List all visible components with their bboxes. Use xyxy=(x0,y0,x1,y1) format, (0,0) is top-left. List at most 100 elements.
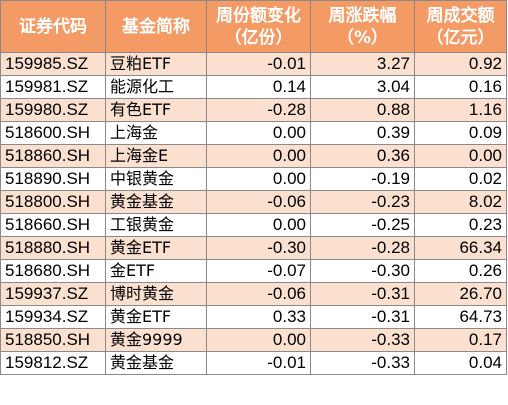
cell-share-change: 0.00 xyxy=(206,328,311,352)
cell-weekly-change: 3.04 xyxy=(310,75,415,99)
cell-weekly-change: -0.28 xyxy=(310,236,415,260)
cell-fund-name: 黄金ETF xyxy=(105,305,207,329)
cell-weekly-change: 0.88 xyxy=(310,98,415,122)
header-fund-name-line1: 基金简称 xyxy=(122,16,190,37)
cell-weekly-turnover: 64.73 xyxy=(414,305,507,329)
cell-weekly-change: 3.27 xyxy=(310,52,415,76)
table-row: 159985.SZ 豆粕ETF -0.01 3.27 0.92 xyxy=(0,52,507,76)
header-weekly-change-line1: 周涨跌幅 xyxy=(328,5,397,26)
cell-share-change: 0.33 xyxy=(206,305,311,329)
cell-fund-name: 有色ETF xyxy=(105,98,207,122)
cell-security-code: 159980.SZ xyxy=(0,98,106,122)
header-weekly-turnover-line2: （亿元） xyxy=(426,27,495,48)
cell-share-change: -0.30 xyxy=(206,236,311,260)
cell-fund-name: 豆粕ETF xyxy=(105,52,207,76)
table-row: 159812.SZ 黄金基金 -0.01 -0.33 0.04 xyxy=(0,351,507,375)
cell-share-change: -0.28 xyxy=(206,98,311,122)
cell-weekly-change: -0.30 xyxy=(310,259,415,283)
table-row: 518850.SH 黄金9999 0.00 -0.33 0.17 xyxy=(0,328,507,352)
header-share-change-line2: （亿份） xyxy=(224,27,293,48)
header-weekly-turnover-line1: 周成交额 xyxy=(426,5,495,26)
cell-security-code: 518800.SH xyxy=(0,190,106,214)
cell-fund-name: 博时黄金 xyxy=(105,282,207,306)
table-row: 518660.SH 工银黄金 0.00 -0.25 0.23 xyxy=(0,213,507,237)
cell-security-code: 159937.SZ xyxy=(0,282,106,306)
cell-weekly-turnover: 0.92 xyxy=(414,52,507,76)
cell-fund-name: 黄金9999 xyxy=(105,328,207,352)
table-row: 518800.SH 黄金基金 -0.06 -0.23 8.02 xyxy=(0,190,507,214)
cell-weekly-change: -0.33 xyxy=(310,351,415,375)
cell-security-code: 518680.SH xyxy=(0,259,106,283)
table-header: 证券代码 基金简称 周份额变化 （亿份） 周涨跌幅 （%） 周成交额 （亿元） xyxy=(0,0,507,53)
cell-fund-name: 上海金E xyxy=(105,144,207,168)
cell-weekly-turnover: 0.00 xyxy=(414,144,507,168)
cell-fund-name: 能源化工 xyxy=(105,75,207,99)
cell-share-change: -0.07 xyxy=(206,259,311,283)
header-weekly-turnover: 周成交额 （亿元） xyxy=(414,0,507,53)
cell-fund-name: 黄金基金 xyxy=(105,351,207,375)
table-row: 518860.SH 上海金E 0.00 0.36 0.00 xyxy=(0,144,507,168)
table-body: 159985.SZ 豆粕ETF -0.01 3.27 0.92 159981.SZ 能源化工… xyxy=(0,52,507,375)
header-security-code: 证券代码 xyxy=(0,0,106,53)
cell-security-code: 159981.SZ xyxy=(0,75,106,99)
cell-share-change: 0.00 xyxy=(206,213,311,237)
cell-share-change: 0.00 xyxy=(206,144,311,168)
header-weekly-change: 周涨跌幅 （%） xyxy=(310,0,415,53)
cell-fund-name: 上海金 xyxy=(105,121,207,145)
header-share-change-line1: 周份额变化 xyxy=(216,5,301,26)
table-row: 159980.SZ 有色ETF -0.28 0.88 1.16 xyxy=(0,98,507,122)
cell-security-code: 518660.SH xyxy=(0,213,106,237)
cell-weekly-change: -0.33 xyxy=(310,328,415,352)
cell-security-code: 159934.SZ xyxy=(0,305,106,329)
cell-fund-name: 中银黄金 xyxy=(105,167,207,191)
header-row: 证券代码 基金简称 周份额变化 （亿份） 周涨跌幅 （%） 周成交额 （亿元） xyxy=(0,0,507,53)
cell-weekly-turnover: 0.26 xyxy=(414,259,507,283)
cell-weekly-change: -0.23 xyxy=(310,190,415,214)
cell-weekly-change: -0.19 xyxy=(310,167,415,191)
cell-weekly-turnover: 66.34 xyxy=(414,236,507,260)
cell-weekly-turnover: 8.02 xyxy=(414,190,507,214)
cell-share-change: -0.06 xyxy=(206,282,311,306)
cell-security-code: 518850.SH xyxy=(0,328,106,352)
cell-weekly-turnover: 0.02 xyxy=(414,167,507,191)
cell-fund-name: 黄金ETF xyxy=(105,236,207,260)
table-row: 518600.SH 上海金 0.00 0.39 0.09 xyxy=(0,121,507,145)
cell-share-change: -0.01 xyxy=(206,351,311,375)
table-row: 518890.SH 中银黄金 0.00 -0.19 0.02 xyxy=(0,167,507,191)
cell-weekly-change: -0.31 xyxy=(310,305,415,329)
cell-security-code: 518880.SH xyxy=(0,236,106,260)
table-row: 159934.SZ 黄金ETF 0.33 -0.31 64.73 xyxy=(0,305,507,329)
cell-weekly-change: -0.25 xyxy=(310,213,415,237)
cell-weekly-change: 0.36 xyxy=(310,144,415,168)
table-row: 159937.SZ 博时黄金 -0.06 -0.31 26.70 xyxy=(0,282,507,306)
cell-share-change: 0.00 xyxy=(206,121,311,145)
cell-security-code: 159812.SZ xyxy=(0,351,106,375)
cell-weekly-turnover: 0.16 xyxy=(414,75,507,99)
table-row: 518680.SH 金ETF -0.07 -0.30 0.26 xyxy=(0,259,507,283)
cell-security-code: 518890.SH xyxy=(0,167,106,191)
cell-security-code: 518860.SH xyxy=(0,144,106,168)
cell-fund-name: 工银黄金 xyxy=(105,213,207,237)
cell-weekly-turnover: 0.17 xyxy=(414,328,507,352)
cell-share-change: -0.06 xyxy=(206,190,311,214)
cell-weekly-change: -0.31 xyxy=(310,282,415,306)
cell-security-code: 518600.SH xyxy=(0,121,106,145)
cell-fund-name: 金ETF xyxy=(105,259,207,283)
cell-weekly-turnover: 0.09 xyxy=(414,121,507,145)
cell-share-change: 0.00 xyxy=(206,167,311,191)
etf-weekly-table: 证券代码 基金简称 周份额变化 （亿份） 周涨跌幅 （%） 周成交额 （亿元） 159985.… xyxy=(0,0,507,375)
cell-share-change: -0.01 xyxy=(206,52,311,76)
cell-weekly-change: 0.39 xyxy=(310,121,415,145)
header-weekly-change-line2: （%） xyxy=(336,27,389,48)
cell-fund-name: 黄金基金 xyxy=(105,190,207,214)
cell-security-code: 159985.SZ xyxy=(0,52,106,76)
cell-weekly-turnover: 0.04 xyxy=(414,351,507,375)
cell-weekly-turnover: 0.23 xyxy=(414,213,507,237)
cell-share-change: 0.14 xyxy=(206,75,311,99)
table-row: 518880.SH 黄金ETF -0.30 -0.28 66.34 xyxy=(0,236,507,260)
table-row: 159981.SZ 能源化工 0.14 3.04 0.16 xyxy=(0,75,507,99)
header-security-code-line1: 证券代码 xyxy=(19,16,87,37)
header-share-change: 周份额变化 （亿份） xyxy=(206,0,311,53)
header-fund-name: 基金简称 xyxy=(105,0,207,53)
cell-weekly-turnover: 26.70 xyxy=(414,282,507,306)
